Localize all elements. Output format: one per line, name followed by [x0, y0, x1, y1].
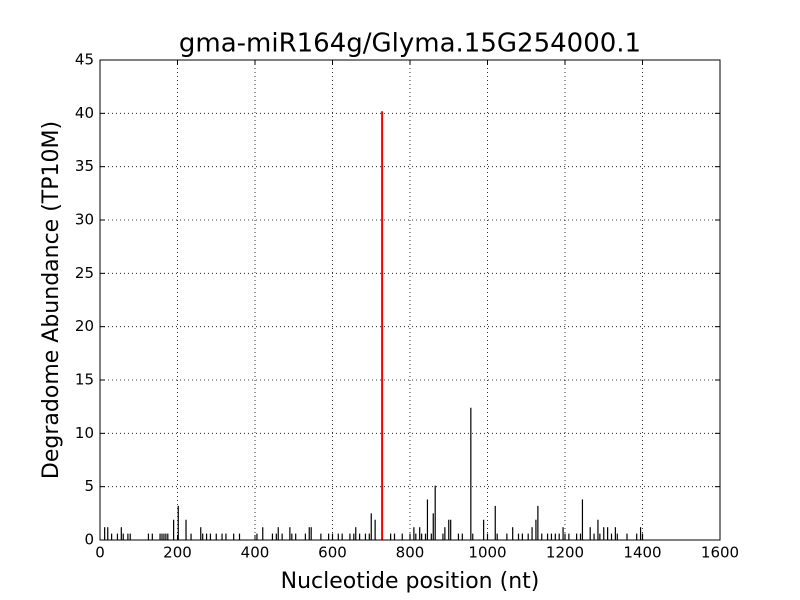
y-tick-label: 30	[75, 211, 94, 229]
y-tick-label: 5	[84, 477, 94, 495]
y-tick-label: 20	[75, 317, 94, 335]
y-tick-label: 0	[84, 531, 94, 549]
x-tick-label: 1400	[623, 544, 661, 562]
y-tick-label: 25	[75, 264, 94, 282]
chart-title: gma-miR164g/Glyma.15G254000.1	[179, 29, 641, 59]
y-tick-label: 45	[75, 51, 94, 69]
plot-marks	[104, 111, 644, 540]
x-tick-label: 1200	[546, 544, 584, 562]
x-tick-label: 400	[241, 544, 270, 562]
x-tick-label: 200	[163, 544, 192, 562]
x-tick-label: 1600	[701, 544, 739, 562]
x-tick-label: 1000	[468, 544, 506, 562]
y-tick-label: 40	[75, 104, 94, 122]
x-axis-label: Nucleotide position (nt)	[281, 569, 540, 594]
ticks: 0 200 400 600 800 1000 1200 1400 1600 0 5 10 15 20 25 3…	[75, 51, 739, 562]
y-axis-label: Degradome Abundance (TP10M)	[39, 121, 64, 479]
x-tick-label: 800	[396, 544, 425, 562]
x-tick-label: 600	[318, 544, 347, 562]
y-tick-label: 15	[75, 371, 94, 389]
x-tick-label: 0	[95, 544, 105, 562]
y-tick-label: 10	[75, 424, 94, 442]
y-tick-label: 35	[75, 157, 94, 175]
